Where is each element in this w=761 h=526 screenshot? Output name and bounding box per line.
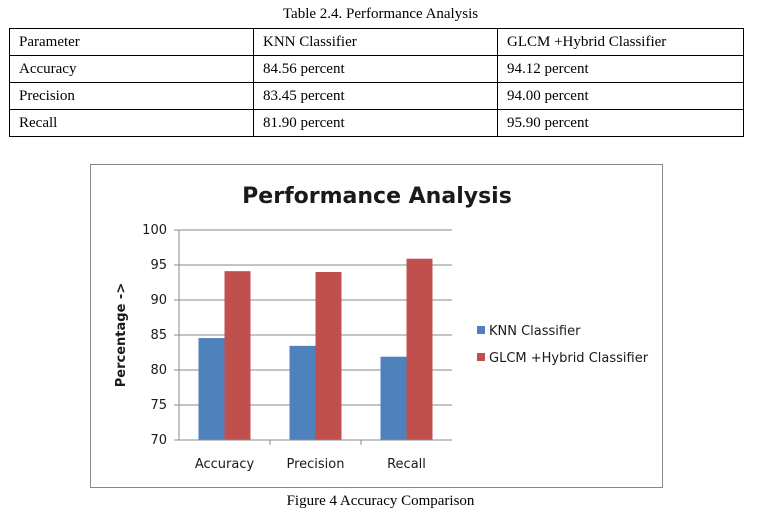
performance-table: Parameter KNN Classifier GLCM +Hybrid Cl… — [9, 28, 744, 137]
table-cell: 84.56 percent — [253, 55, 498, 83]
bar — [289, 345, 316, 440]
legend: KNN Classifier GLCM +Hybrid Classifier — [477, 324, 649, 366]
header-cell-parameter: Parameter — [9, 28, 254, 56]
axes: 70 75 80 85 90 95 100 Accuracy Precision Recall — [142, 223, 452, 472]
legend-swatch — [477, 326, 485, 334]
bar-chart: Performance Analysis Percentage -> 70 75 8… — [114, 184, 649, 472]
bar — [406, 258, 433, 440]
table-cell: 94.00 percent — [497, 82, 744, 110]
x-tick-label: Accuracy — [195, 457, 255, 472]
y-tick-label: 80 — [150, 363, 167, 378]
table-cell: 83.45 percent — [253, 82, 498, 110]
y-tick-label: 85 — [150, 328, 167, 343]
y-axis-label: Percentage -> — [114, 283, 129, 387]
x-tick-label: Precision — [286, 457, 344, 472]
bars — [198, 258, 433, 440]
table-cell: Precision — [9, 82, 254, 110]
legend-label: GLCM +Hybrid Classifier — [489, 351, 649, 366]
table-row: Precision 83.45 percent 94.00 percent — [9, 82, 744, 110]
header-cell-glcm: GLCM +Hybrid Classifier — [497, 28, 744, 56]
table-row: Accuracy 84.56 percent 94.12 percent — [9, 55, 744, 83]
bar — [224, 271, 251, 440]
y-tick-label: 90 — [150, 293, 167, 308]
legend-swatch — [477, 353, 485, 361]
table-cell: Recall — [9, 109, 254, 137]
bar — [198, 338, 225, 440]
chart-frame: Performance Analysis Percentage -> 70 75 8… — [90, 164, 663, 488]
bar — [380, 356, 407, 440]
table-cell: 81.90 percent — [253, 109, 498, 137]
y-tick-label: 95 — [150, 258, 167, 273]
x-tick-label: Recall — [387, 457, 426, 472]
table-header-row: Parameter KNN Classifier GLCM +Hybrid Cl… — [9, 28, 744, 56]
table-cell: Accuracy — [9, 55, 254, 83]
header-cell-knn: KNN Classifier — [253, 28, 498, 56]
table-caption: Table 2.4. Performance Analysis — [282, 6, 479, 22]
y-tick-label: 70 — [150, 433, 167, 448]
y-tick-label: 100 — [142, 223, 167, 238]
figure-caption: Figure 4 Accuracy Comparison — [286, 493, 475, 509]
table-cell: 95.90 percent — [497, 109, 744, 137]
table-cell: 94.12 percent — [497, 55, 744, 83]
bar — [315, 272, 342, 440]
chart-title: Performance Analysis — [242, 184, 512, 209]
y-tick-label: 75 — [150, 398, 167, 413]
legend-label: KNN Classifier — [489, 324, 581, 339]
table-row: Recall 81.90 percent 95.90 percent — [9, 109, 744, 137]
